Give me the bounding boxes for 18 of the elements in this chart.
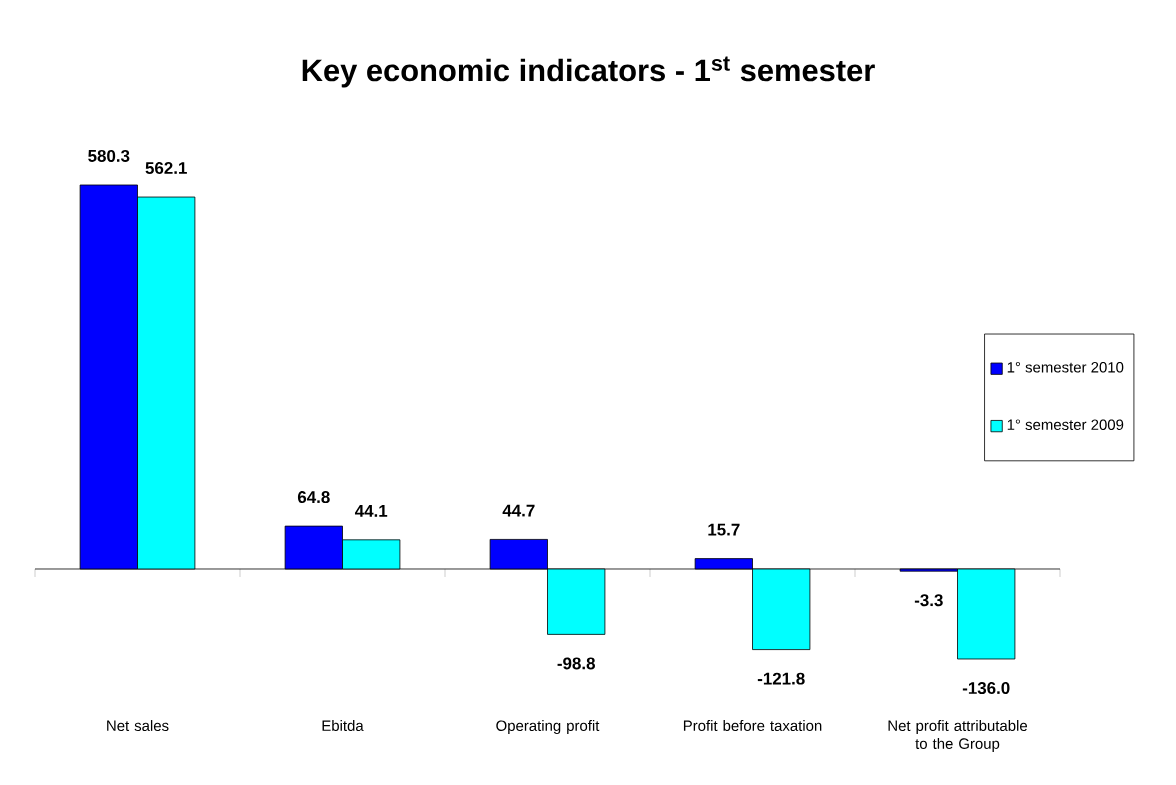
data-label: 44.1: [354, 505, 388, 517]
legend-label: 1° semester 2010: [1007, 362, 1124, 373]
data-label: -98.8: [557, 657, 595, 670]
data-label: 15.7: [708, 523, 740, 536]
legend-label: 1° semester 2009: [1007, 419, 1124, 430]
data-label: 580.3: [88, 149, 130, 162]
data-label: -3.3: [914, 594, 943, 607]
data-label: 562.1: [145, 162, 187, 174]
chart-title: Key economic indicators - 1$^{st}$ semester: [302, 56, 875, 88]
x-tick-label: Profit before taxation: [683, 720, 822, 732]
data-label: 44.7: [502, 504, 535, 517]
data-label: -136.0: [962, 682, 1010, 695]
x-tick-label: Operating profit: [496, 720, 600, 734]
x-tick-label: Net sales: [107, 720, 169, 732]
data-label: 64.8: [297, 491, 330, 504]
data-label: -121.8: [757, 672, 805, 685]
x-tick-label: Ebitda: [322, 720, 364, 732]
x-tick-label: Net profit attributable to the Group: [888, 720, 1028, 752]
